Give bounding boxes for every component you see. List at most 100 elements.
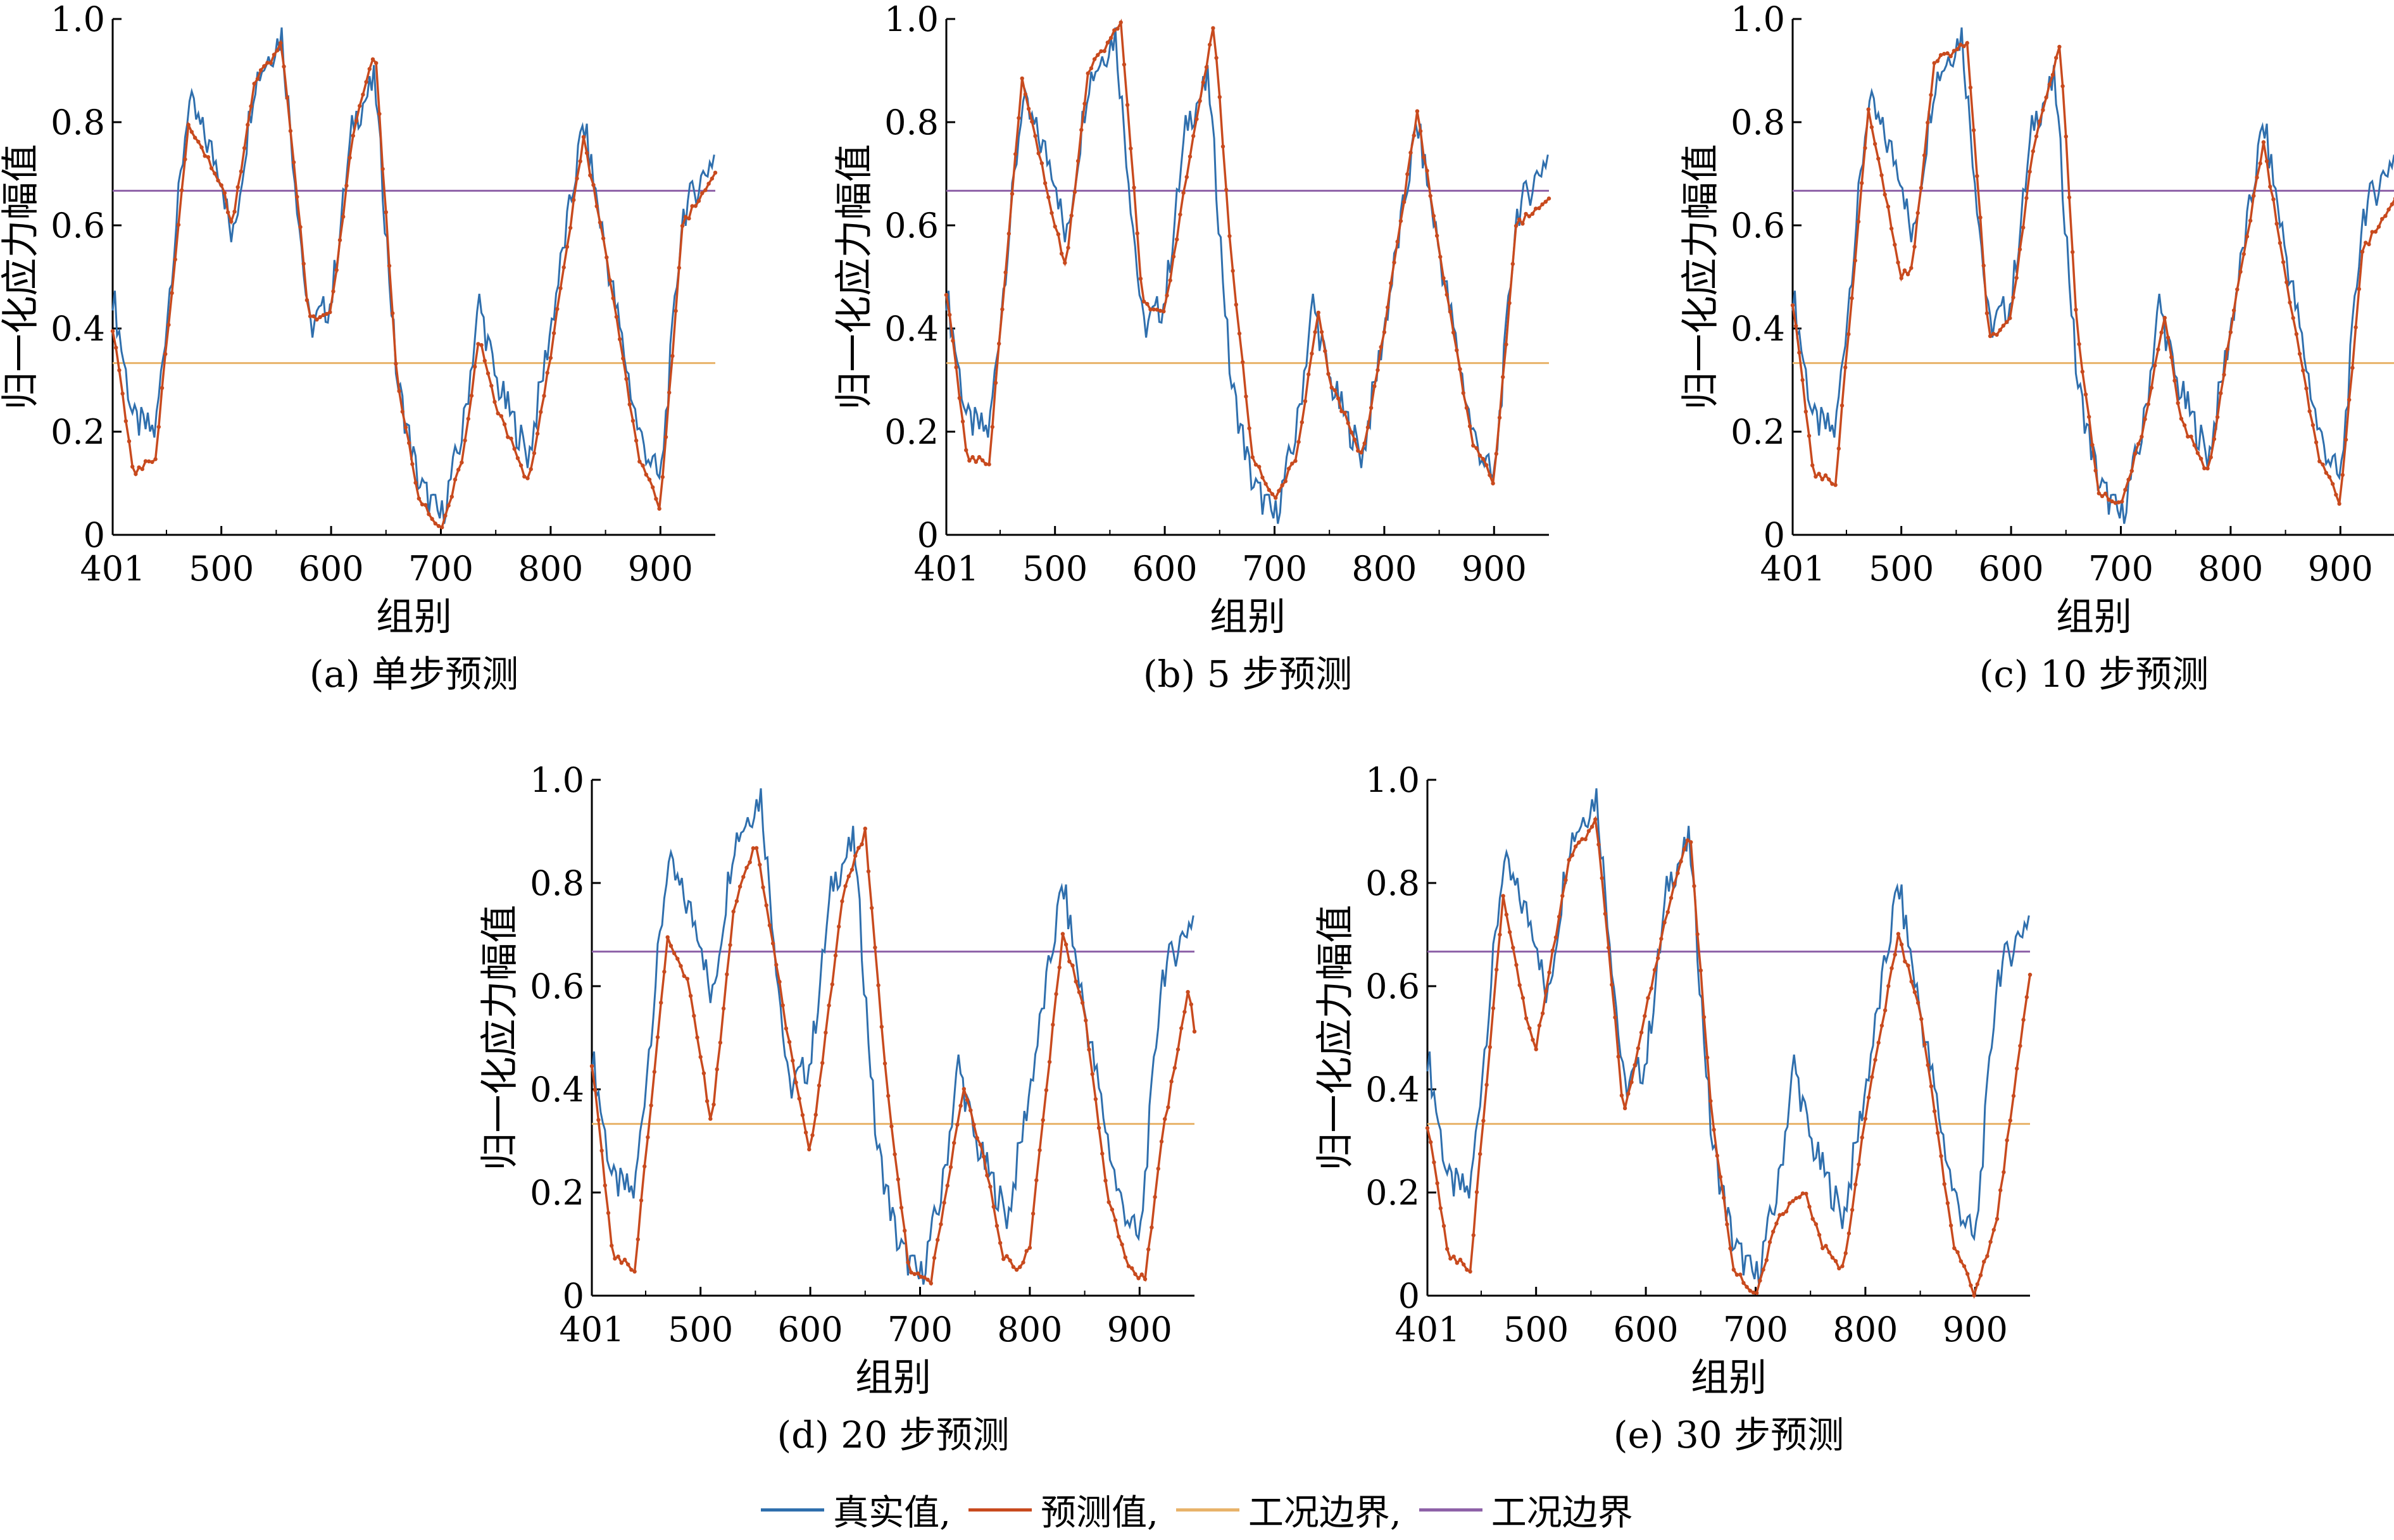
- predicted-point: [591, 183, 596, 187]
- predicted-point: [1113, 1218, 1118, 1223]
- predicted-point: [1013, 152, 1018, 156]
- predicted-point: [1429, 1140, 1433, 1144]
- predicted-point: [1090, 1072, 1094, 1077]
- predicted-point: [1441, 1224, 1446, 1229]
- predicted-point: [1307, 372, 1311, 377]
- y-axis-label: 归一化应力幅值: [0, 144, 43, 410]
- predicted-point: [403, 425, 408, 430]
- predicted-point: [744, 865, 749, 870]
- predicted-point: [1286, 466, 1291, 471]
- predicted-point: [522, 474, 527, 479]
- predicted-point: [2080, 370, 2084, 374]
- predicted-point: [436, 523, 441, 529]
- predicted-point: [279, 41, 283, 46]
- predicted-point: [1810, 463, 1815, 468]
- predicted-point: [1001, 1256, 1006, 1261]
- predicted-point: [1633, 1063, 1637, 1067]
- predicted-point: [1856, 220, 1861, 224]
- predicted-point: [957, 396, 962, 400]
- predicted-point: [456, 467, 461, 472]
- predicted-point: [1021, 1260, 1025, 1265]
- predicted-point: [1817, 472, 1821, 476]
- predicted-point: [2291, 316, 2295, 320]
- predicted-point: [1800, 1191, 1805, 1196]
- predicted-point: [407, 441, 411, 445]
- predicted-point: [1014, 1267, 1019, 1272]
- x-axis-label: 组别: [376, 595, 452, 639]
- predicted-point: [879, 1025, 884, 1029]
- predicted-point: [824, 1030, 828, 1035]
- predicted-point: [1237, 331, 1242, 336]
- predicted-point: [1665, 910, 1670, 915]
- predicted-point: [1790, 303, 1795, 308]
- predicted-point: [715, 1067, 719, 1072]
- predicted-point: [1438, 1206, 1443, 1211]
- predicted-point: [970, 454, 975, 460]
- predicted-point: [1919, 1017, 1924, 1022]
- predicted-point: [545, 370, 549, 375]
- predicted-point: [1241, 360, 1245, 365]
- predicted-point: [1401, 200, 1407, 204]
- predicted-point: [1260, 475, 1265, 480]
- predicted-point: [1110, 1207, 1115, 1212]
- y-axis-label: 归一化应力幅值: [832, 144, 877, 410]
- predicted-point: [130, 465, 135, 469]
- predicted-point: [1998, 1188, 2003, 1193]
- predicted-point: [2008, 316, 2012, 320]
- x-tick-label: 700: [408, 549, 473, 589]
- predicted-point: [1823, 473, 1828, 478]
- predicted-point: [1087, 1048, 1091, 1052]
- predicted-point: [2136, 442, 2141, 446]
- predicted-point: [358, 104, 362, 108]
- predicted-point: [1906, 963, 1910, 968]
- predicted-point: [1080, 1001, 1085, 1005]
- y-tick-label: 0.6: [530, 967, 584, 1006]
- predicted-point: [1054, 992, 1058, 996]
- predicted-point: [1465, 1267, 1469, 1272]
- predicted-point: [1586, 829, 1591, 834]
- chart-panel-5: 0 0.2 0.4 0.6 0.8 1.0 401 500 600 700 800 900 组别 归一化应…: [1313, 760, 2033, 1456]
- predicted-point: [1929, 1084, 1934, 1089]
- x-tick-label: 800: [1833, 1310, 1898, 1349]
- predicted-point: [232, 210, 237, 214]
- predicted-point: [619, 1261, 624, 1265]
- predicted-point: [492, 399, 497, 404]
- predicted-point: [110, 329, 115, 334]
- predicted-point: [239, 169, 244, 173]
- predicted-point: [1613, 1015, 1617, 1020]
- predicted-point: [377, 111, 382, 116]
- predicted-point: [1467, 424, 1472, 429]
- predicted-point: [734, 899, 739, 903]
- predicted-point: [1188, 154, 1193, 159]
- predicted-point: [710, 176, 715, 181]
- predicted-point: [1860, 181, 1864, 185]
- predicted-point: [1346, 421, 1350, 425]
- y-tick-label: 0: [1764, 515, 1785, 555]
- predicted-point: [663, 435, 668, 439]
- predicted-point: [1191, 134, 1196, 139]
- predicted-point: [960, 419, 965, 424]
- predicted-point: [791, 1058, 795, 1063]
- predicted-point: [364, 80, 368, 84]
- predicted-point: [1507, 301, 1512, 305]
- predicted-point: [1356, 448, 1360, 453]
- predicted-point: [1731, 1267, 1736, 1272]
- predicted-point: [2231, 308, 2236, 313]
- predicted-point: [1619, 1093, 1624, 1098]
- predicted-point: [1810, 1217, 1815, 1221]
- predicted-point: [701, 1071, 706, 1075]
- predicted-point: [1037, 1148, 1042, 1153]
- predicted-point: [1385, 305, 1390, 310]
- predicted-point: [1247, 426, 1251, 430]
- predicted-point: [1896, 932, 1901, 936]
- predicted-point: [1978, 1273, 1983, 1277]
- predicted-point: [988, 1184, 993, 1189]
- predicted-point: [2317, 459, 2322, 463]
- predicted-point: [1830, 482, 1834, 486]
- predicted-point: [295, 194, 299, 199]
- predicted-point: [936, 1237, 940, 1243]
- y-tick-label: 0.2: [1731, 412, 1785, 452]
- x-tick-label: 900: [1107, 1310, 1172, 1349]
- predicted-point: [942, 1200, 946, 1205]
- predicted-point: [2340, 473, 2345, 477]
